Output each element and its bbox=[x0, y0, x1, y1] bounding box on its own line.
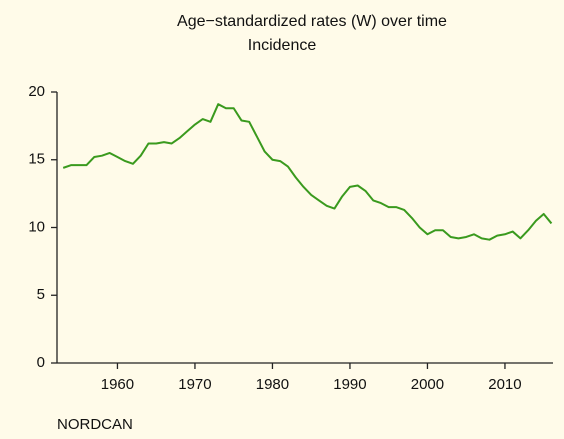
x-tick-label: 1990 bbox=[333, 376, 366, 393]
y-tick-label: 5 bbox=[37, 286, 45, 303]
x-tick-label: 2010 bbox=[488, 376, 521, 393]
x-tick-label: 1980 bbox=[256, 376, 289, 393]
source: NORDCAN bbox=[57, 416, 133, 433]
x-tick-label: 2000 bbox=[411, 376, 444, 393]
y-tick-label: 20 bbox=[28, 83, 45, 100]
x-tick-label: 1970 bbox=[178, 376, 211, 393]
line bbox=[62, 103, 553, 241]
y-tick-label: 10 bbox=[28, 218, 45, 235]
chart-title: Age−standardized rates (W) over time bbox=[177, 13, 447, 30]
chart-subtitle: Incidence bbox=[248, 37, 317, 54]
y-tick-label: 0 bbox=[37, 354, 45, 371]
y-tick-label: 15 bbox=[28, 151, 45, 168]
x-tick-label: 1960 bbox=[101, 376, 134, 393]
